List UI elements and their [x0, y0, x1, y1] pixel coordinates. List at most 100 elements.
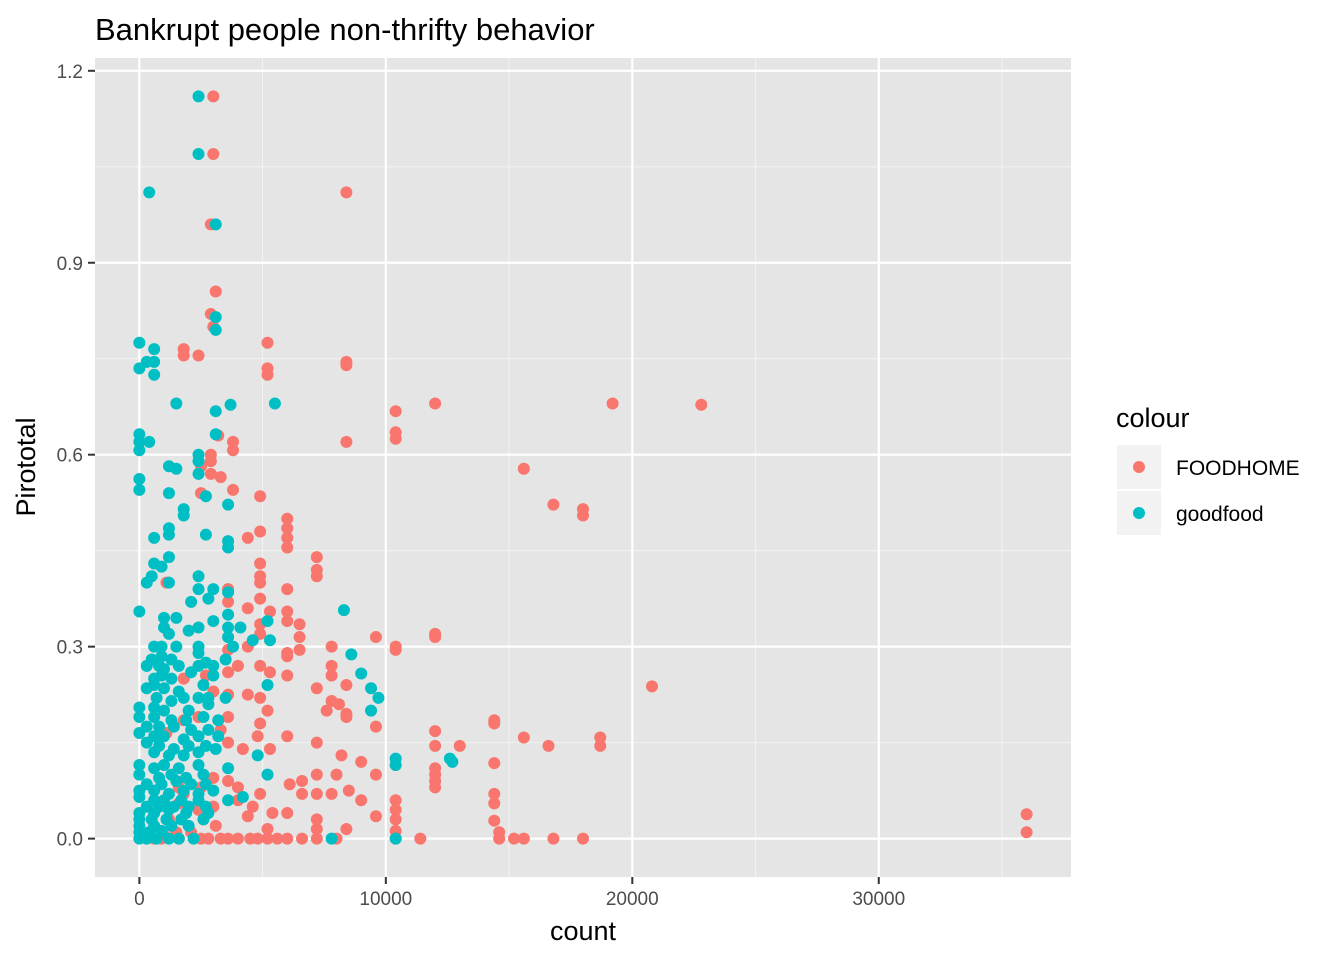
data-point — [251, 832, 264, 845]
data-point — [281, 583, 294, 596]
data-point — [155, 640, 168, 653]
data-point — [133, 701, 146, 714]
data-point — [251, 749, 264, 762]
data-point — [646, 680, 659, 693]
major-gridlines — [95, 58, 1071, 877]
data-point — [155, 650, 168, 663]
data-point — [224, 398, 237, 411]
y-tick-label: 1.2 — [57, 62, 83, 83]
x-axis: 0 10000 20000 30000 — [134, 877, 905, 910]
y-axis: 0.0 0.3 0.6 0.9 1.2 — [57, 62, 95, 851]
data-point — [197, 813, 210, 826]
data-point — [345, 648, 358, 661]
data-point — [222, 794, 235, 807]
data-point — [365, 704, 378, 717]
data-point — [236, 791, 249, 804]
x-tick-label: 10000 — [359, 889, 412, 910]
data-point — [185, 666, 198, 679]
data-point — [254, 576, 267, 589]
data-point — [222, 586, 235, 599]
data-point — [340, 711, 353, 724]
data-point — [325, 787, 338, 800]
data-point — [150, 691, 163, 704]
data-point — [369, 631, 382, 644]
data-point — [281, 605, 294, 618]
data-point — [158, 759, 171, 772]
data-point — [140, 682, 153, 695]
data-point — [133, 362, 146, 375]
data-points — [133, 90, 1033, 845]
data-point — [162, 627, 175, 640]
data-point — [542, 739, 555, 752]
legend-title: colour — [1116, 403, 1190, 433]
data-point — [209, 428, 222, 441]
data-point — [414, 832, 427, 845]
data-point — [162, 576, 175, 589]
legend-swatch — [1133, 507, 1145, 519]
data-point — [389, 832, 402, 845]
data-point — [231, 832, 244, 845]
data-point — [325, 659, 338, 672]
data-point — [133, 768, 146, 781]
data-point — [254, 592, 267, 605]
data-point — [148, 746, 161, 759]
data-point — [281, 832, 294, 845]
data-point — [172, 659, 185, 672]
data-point — [170, 397, 183, 410]
data-point — [202, 592, 215, 605]
data-point — [192, 90, 205, 103]
data-point — [293, 631, 306, 644]
data-point — [204, 467, 217, 480]
data-point — [148, 531, 161, 544]
data-point — [266, 807, 279, 820]
data-point — [162, 551, 175, 564]
data-point — [192, 455, 205, 468]
data-point — [330, 768, 343, 781]
data-point — [507, 832, 520, 845]
data-point — [227, 435, 240, 448]
data-point — [517, 462, 530, 475]
data-point — [488, 717, 501, 730]
data-point — [192, 621, 205, 634]
data-point — [209, 218, 222, 231]
y-tick-label: 0.3 — [57, 638, 83, 659]
data-point — [355, 755, 368, 768]
x-tick-label: 20000 — [606, 889, 659, 910]
data-point — [140, 576, 153, 589]
data-point — [165, 819, 178, 832]
legend-label: goodfood — [1176, 503, 1264, 526]
data-point — [222, 832, 235, 845]
data-point — [197, 711, 210, 724]
data-point — [207, 147, 220, 160]
legend-swatch — [1133, 461, 1145, 473]
data-point — [214, 471, 227, 484]
data-point — [207, 90, 220, 103]
data-point — [389, 405, 402, 418]
data-point — [133, 444, 146, 457]
data-point — [202, 832, 215, 845]
data-point — [133, 711, 146, 724]
data-point — [165, 672, 178, 685]
data-point — [263, 666, 276, 679]
data-point — [246, 634, 259, 647]
data-point — [695, 398, 708, 411]
data-point — [222, 762, 235, 775]
data-point — [241, 531, 254, 544]
data-point — [577, 832, 589, 845]
data-point — [170, 775, 183, 788]
plot-panel — [95, 58, 1071, 877]
data-point — [493, 832, 506, 845]
data-point — [209, 311, 222, 324]
data-point — [222, 775, 235, 788]
data-point — [310, 736, 323, 749]
data-point — [254, 691, 267, 704]
series-goodfood — [133, 90, 459, 845]
data-point — [263, 743, 276, 756]
data-point — [207, 659, 220, 672]
data-point — [281, 650, 294, 663]
data-point — [340, 435, 353, 448]
data-point — [261, 768, 274, 781]
data-point — [162, 803, 175, 816]
data-point — [261, 832, 274, 845]
data-point — [170, 462, 183, 475]
